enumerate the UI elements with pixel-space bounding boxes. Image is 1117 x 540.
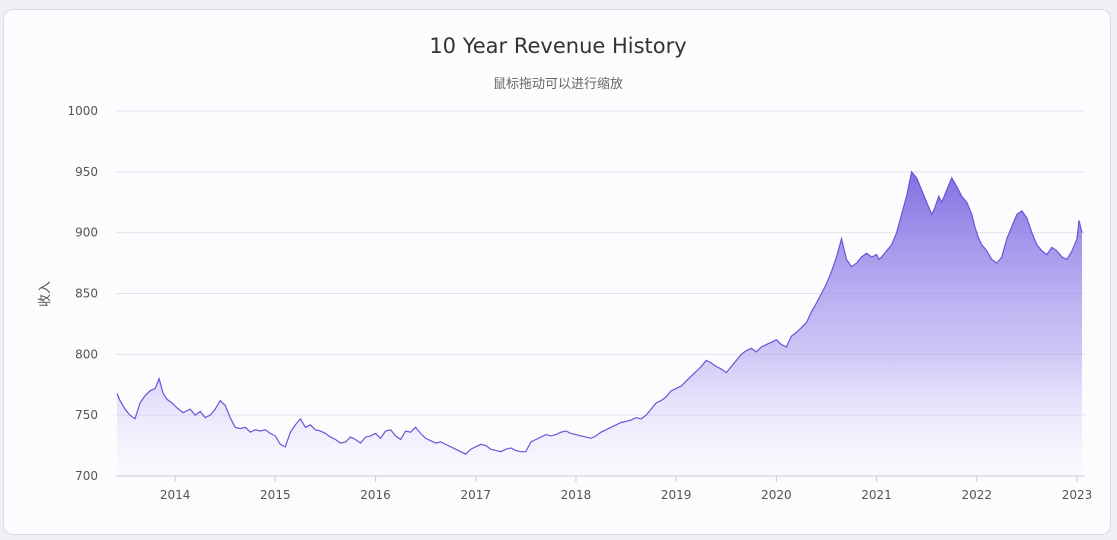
y-tick-label: 900 <box>75 226 98 240</box>
y-tick-label: 1000 <box>67 104 98 118</box>
x-tick-label: 2017 <box>460 488 491 502</box>
y-axis-ticks: 700 750 800 850 900 950 1000 <box>67 104 98 483</box>
revenue-line <box>116 170 1083 455</box>
y-tick-label: 700 <box>75 469 98 483</box>
y-tick-label: 750 <box>75 408 98 422</box>
x-tick-label: 2016 <box>360 488 391 502</box>
x-tick-label: 2015 <box>260 488 291 502</box>
x-tick-label: 2014 <box>160 488 191 502</box>
x-axis-ticks: 2014 2015 2016 2017 2018 2019 2020 2021 2022 2023 <box>160 476 1092 502</box>
y-tick-label: 950 <box>75 165 98 179</box>
x-tick-label: 2019 <box>661 488 692 502</box>
x-tick-label: 2023 <box>1062 488 1093 502</box>
x-tick-label: 2018 <box>561 488 592 502</box>
x-tick-label: 2022 <box>962 488 993 502</box>
y-axis-label: 收入 <box>38 281 53 307</box>
chart-title: 10 Year Revenue History <box>429 34 686 58</box>
chart-subtitle: 鼠标拖动可以进行缩放 <box>493 76 623 92</box>
y-tick-label: 850 <box>75 287 98 301</box>
y-tick-label: 800 <box>75 347 98 361</box>
x-tick-label: 2021 <box>861 488 892 502</box>
revenue-area <box>117 171 1082 477</box>
x-tick-label: 2020 <box>761 488 792 502</box>
